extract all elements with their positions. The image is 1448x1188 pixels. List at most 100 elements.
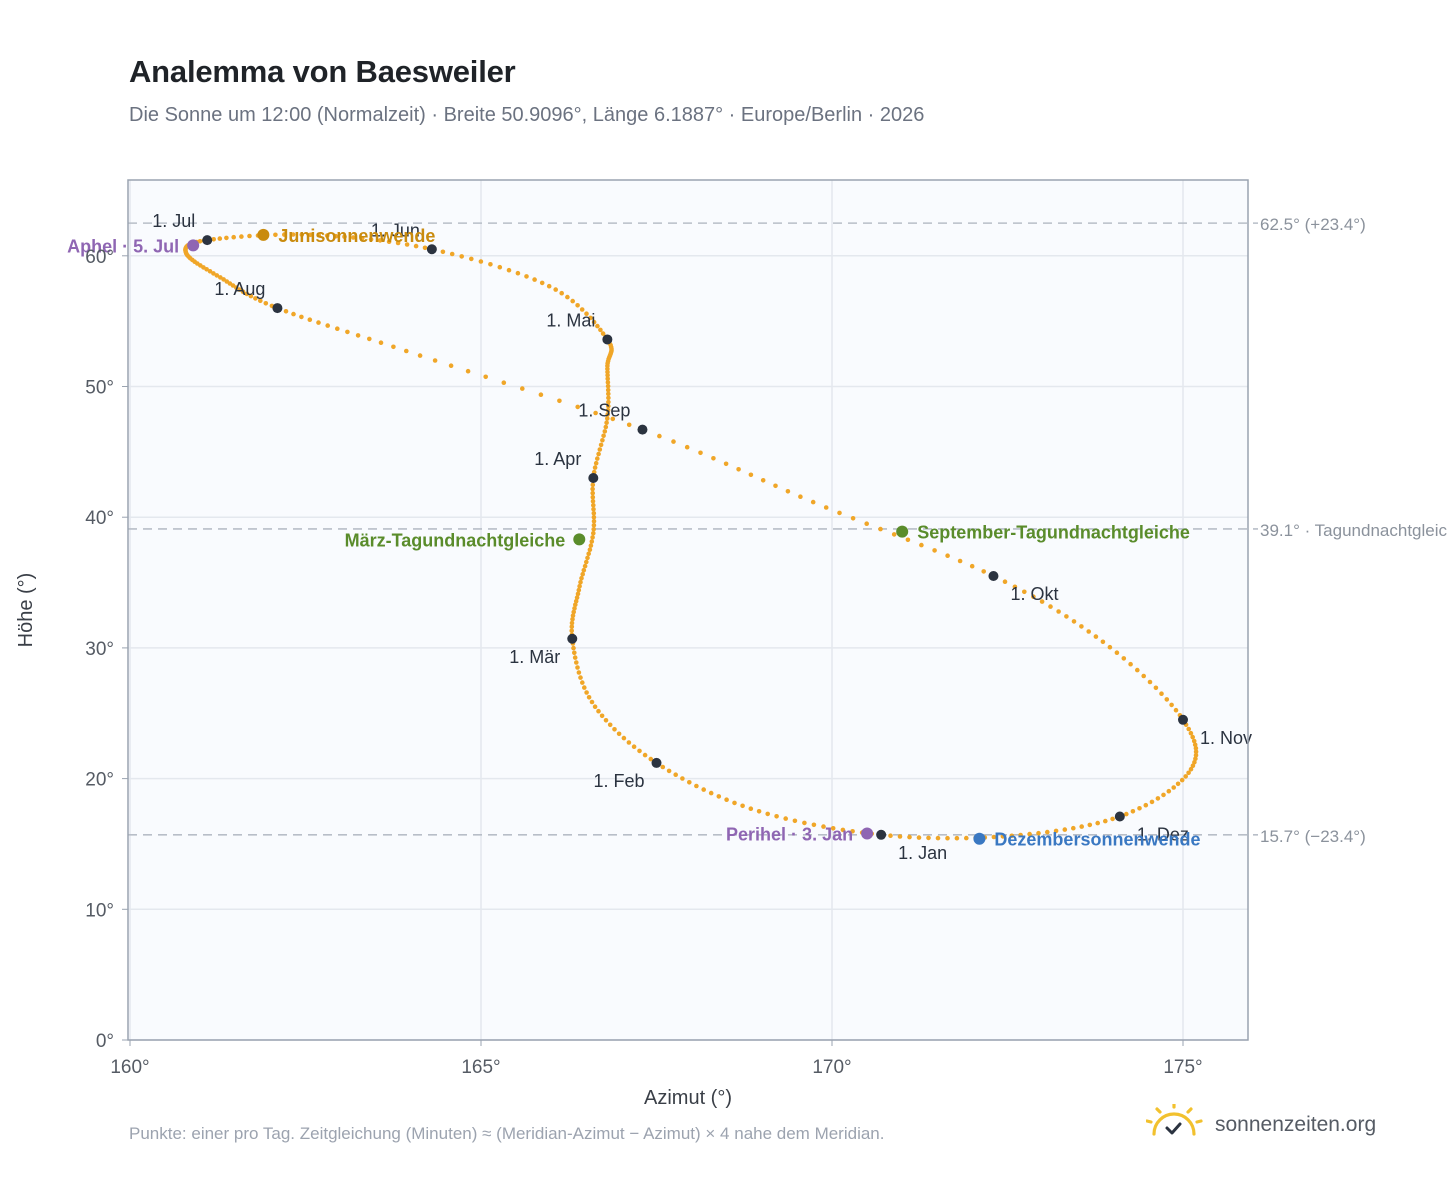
daily-point (954, 835, 960, 841)
daily-point (248, 293, 254, 299)
x-tick-label: 165° (461, 1057, 500, 1078)
daily-point (572, 655, 578, 660)
daily-point (724, 797, 729, 802)
daily-point (1130, 809, 1136, 814)
plot-area-background (128, 180, 1248, 1040)
daily-point (598, 442, 604, 448)
daily-point (701, 787, 706, 792)
daily-point (233, 285, 239, 290)
y-tick-label: 50° (85, 378, 114, 399)
daily-point (591, 511, 597, 516)
daily-point (595, 456, 600, 461)
daily-point (506, 267, 512, 273)
daily-point (575, 591, 581, 597)
daily-point (569, 624, 575, 630)
daily-point (591, 507, 596, 512)
daily-point (610, 416, 616, 422)
month-markers: 1. Jan 1. Feb 1. Mär 1. Apr 1. Mai 1. Jun 1. J… (152, 211, 1252, 863)
daily-point (1192, 742, 1198, 747)
daily-point (593, 410, 598, 416)
reference-line-label: 62.5° (+23.4°) (1260, 215, 1366, 234)
daily-point (299, 314, 304, 320)
sun-logo-icon (1146, 1104, 1203, 1136)
daily-point (591, 502, 596, 508)
daily-point (368, 237, 374, 242)
daily-point (969, 563, 975, 569)
daily-point (621, 735, 627, 741)
daily-point (601, 433, 606, 439)
daily-point (417, 353, 423, 358)
daily-point (1110, 816, 1115, 822)
chart-title: Analemma von Baesweiler (129, 54, 516, 89)
daily-point (581, 567, 587, 573)
month-point (1178, 714, 1188, 725)
daily-point (932, 548, 937, 553)
daily-point (919, 542, 924, 548)
daily-point (1186, 770, 1191, 776)
daily-point (355, 333, 361, 338)
month-label: 1. Mär (509, 647, 560, 667)
month-point (588, 472, 599, 483)
daily-point (1135, 667, 1140, 673)
daily-point (740, 803, 745, 809)
month-label: 1. Jul (152, 211, 195, 231)
daily-point (582, 685, 587, 690)
daily-point (316, 232, 322, 238)
daily-point (239, 234, 244, 239)
daily-point (756, 809, 762, 814)
daily-point (578, 579, 583, 585)
daily-point (1193, 746, 1199, 751)
month-point (602, 334, 613, 345)
daily-point (378, 340, 384, 346)
footnote: Punkte: einer pro Tag. Zeitgleichung (Mi… (129, 1124, 885, 1143)
daily-point (1164, 697, 1170, 702)
x-axis-label: Azimut (°) (644, 1087, 732, 1109)
y-tick-label: 40° (85, 508, 114, 529)
y-axis-label: Höhe (°) (15, 573, 37, 648)
reference-line-label: 39.1° · Tagundnachtgleiche (1260, 521, 1448, 540)
daily-point (591, 531, 596, 536)
month-label: 1. Apr (534, 449, 581, 469)
daily-point (888, 833, 893, 838)
daily-point (603, 424, 609, 430)
daily-point (605, 407, 611, 413)
daily-point (606, 391, 611, 397)
plot-area-border (127, 179, 1249, 1041)
special-point (257, 228, 270, 241)
y-tick-label: 60° (85, 247, 114, 268)
daily-point (723, 461, 729, 467)
daily-point (253, 296, 258, 301)
daily-point (217, 236, 223, 241)
daily-point (1018, 832, 1023, 838)
daily-point (657, 433, 662, 439)
daily-point (595, 323, 600, 329)
special-point (861, 827, 874, 840)
daily-point (957, 558, 963, 564)
daily-point (1107, 644, 1113, 650)
daily-point (1086, 629, 1091, 634)
month-point (988, 571, 999, 582)
daily-point (578, 675, 583, 680)
month-point (637, 424, 648, 435)
brand-name: sonnenzeiten.org (1215, 1113, 1377, 1136)
daily-point (687, 780, 692, 785)
daily-point (316, 320, 321, 325)
daily-point (244, 291, 250, 297)
daily-point (1155, 796, 1161, 801)
daily-point (582, 563, 588, 569)
brand-logo[interactable]: sonnenzeiten.org (1146, 1104, 1406, 1144)
daily-point (1039, 599, 1045, 604)
daily-point (591, 523, 597, 528)
special-label: März-Tagundnachtgleiche (345, 530, 566, 550)
daily-point (570, 298, 575, 304)
daily-point (345, 329, 350, 335)
daily-point (1175, 781, 1181, 787)
daily-point (591, 518, 597, 524)
daily-point (553, 287, 558, 292)
daily-point (596, 451, 601, 457)
daily-point (792, 818, 798, 824)
daily-point (1147, 679, 1153, 685)
daily-point (386, 239, 392, 244)
daily-point (258, 298, 263, 304)
